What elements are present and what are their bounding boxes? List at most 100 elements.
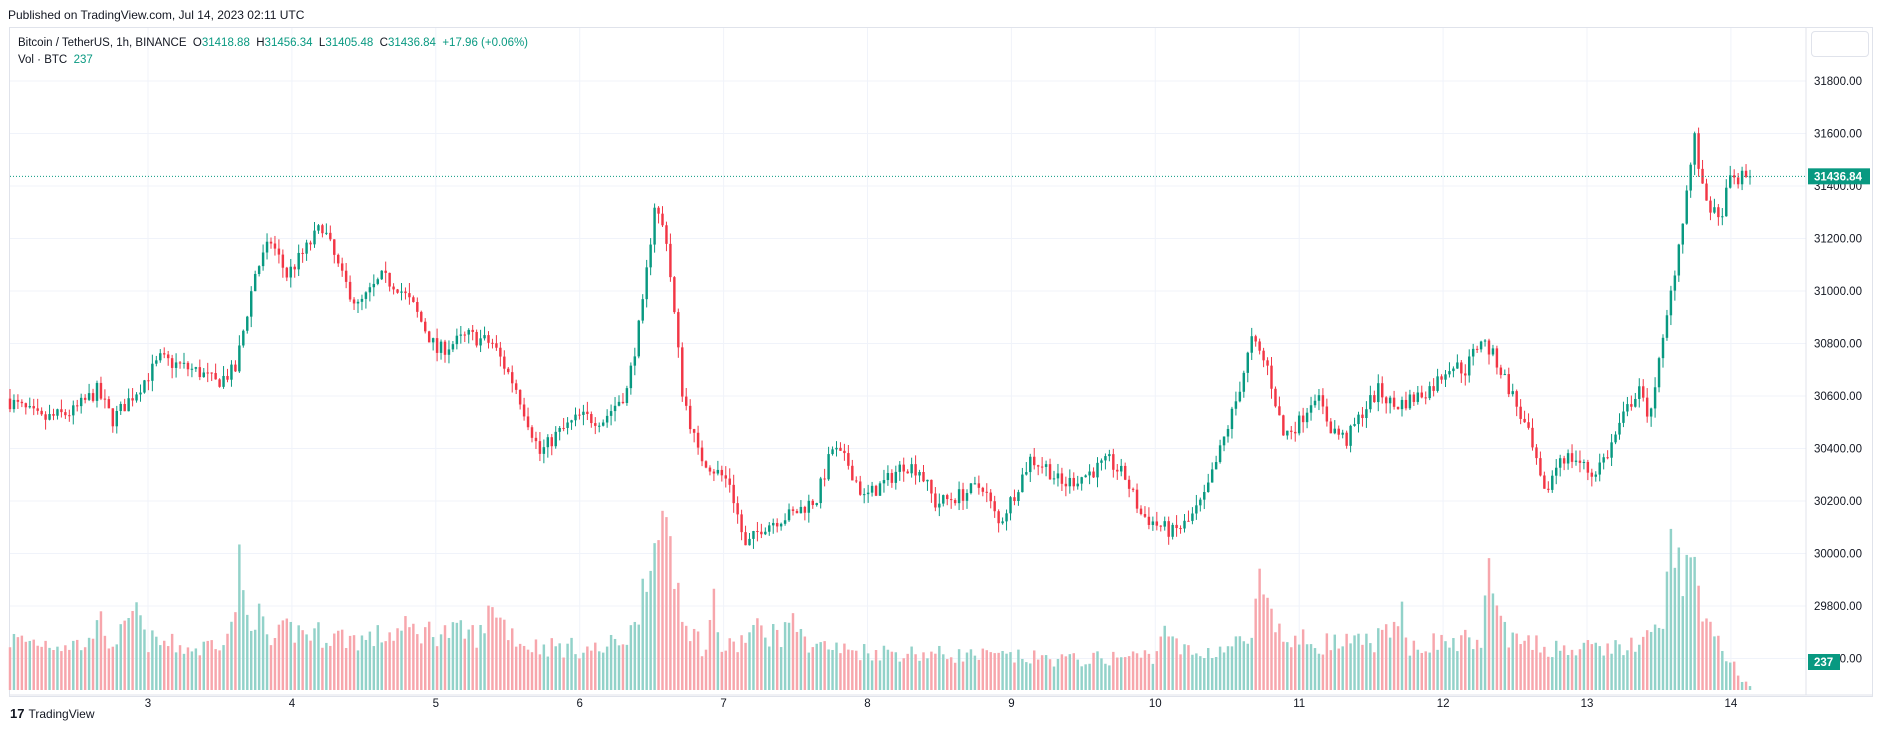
candle-body — [1286, 430, 1289, 436]
candle-body — [159, 353, 162, 361]
volume-bar — [392, 640, 395, 690]
candle-body — [989, 492, 992, 502]
volume-bar — [862, 644, 866, 690]
volume-bar — [839, 653, 842, 690]
volume-bar — [115, 644, 118, 690]
volume-bar — [218, 650, 221, 690]
candle-body — [1586, 461, 1590, 473]
volume-bar — [1744, 681, 1748, 690]
volume-bar — [1076, 659, 1079, 690]
candle-body — [431, 338, 435, 343]
volume-bar — [740, 635, 743, 690]
volume-bar — [451, 622, 455, 690]
volume-bar — [594, 642, 597, 690]
candle-body — [155, 360, 158, 364]
volume-bar — [843, 643, 846, 690]
candle-body — [1487, 340, 1491, 355]
volume-bar — [997, 652, 1000, 690]
candle-body — [1222, 436, 1226, 446]
volume-bar — [293, 642, 296, 690]
candle-body — [16, 399, 20, 402]
chart-settings-button[interactable] — [1811, 31, 1869, 57]
candle-body — [720, 469, 724, 476]
volume-bar — [250, 630, 253, 690]
candle-body — [827, 454, 830, 480]
volume-bar — [388, 632, 391, 690]
volume-bar — [1108, 665, 1111, 690]
candle-body — [384, 270, 387, 273]
volume-bar — [1159, 636, 1162, 690]
volume-bar — [851, 650, 854, 690]
candle-body — [293, 266, 296, 270]
volume-bar — [803, 636, 807, 690]
volume-bar — [1068, 654, 1072, 690]
volume-bar — [1349, 643, 1352, 690]
candle-body — [673, 277, 676, 313]
candle-body — [807, 500, 811, 513]
volume-bar — [40, 646, 43, 690]
volume-bar — [878, 660, 882, 690]
candle-body — [922, 472, 925, 482]
volume-bar — [1365, 633, 1368, 690]
volume-bar — [1673, 567, 1677, 690]
volume-bar — [866, 653, 870, 690]
volume-bar — [847, 649, 850, 690]
candle-body — [1448, 371, 1451, 375]
volume-bar — [1713, 636, 1716, 690]
candle-body — [1112, 454, 1115, 470]
candle-body — [1479, 341, 1483, 350]
volume-bar — [28, 640, 31, 690]
candle-body — [641, 299, 644, 321]
volume-bar — [1539, 652, 1542, 690]
candle-body — [1384, 397, 1388, 404]
volume-bar — [633, 621, 637, 690]
x-tick-label: 7 — [720, 698, 726, 710]
candle-body — [1226, 428, 1230, 437]
candle-body — [491, 342, 494, 344]
candle-body — [400, 291, 403, 293]
candle-body — [1009, 497, 1012, 514]
volume-bar — [376, 625, 379, 690]
candle-body — [1072, 477, 1075, 487]
candle-body — [1626, 404, 1629, 412]
volume-bar — [1653, 624, 1657, 690]
legend-low-label: L — [318, 37, 326, 49]
volume-bar — [1527, 635, 1530, 690]
candle-body — [1725, 187, 1728, 217]
volume-bar — [1412, 640, 1416, 690]
candle-body — [1052, 478, 1056, 480]
candle-body — [1555, 467, 1558, 476]
candle-body — [1329, 421, 1333, 434]
candle-body — [147, 380, 150, 382]
legend-close-label: C — [379, 37, 388, 49]
candle-body — [435, 338, 439, 353]
candle-body — [1353, 424, 1356, 426]
candle-body — [688, 405, 692, 430]
volume-bar — [131, 610, 134, 690]
candle-body — [712, 471, 716, 474]
candle-body — [914, 464, 917, 476]
volume-bar — [1218, 646, 1222, 690]
volume-bar — [1005, 653, 1008, 690]
volume-bar — [1523, 640, 1526, 690]
candle-body — [1305, 412, 1309, 423]
volume-bar — [799, 628, 803, 690]
legend-symbol: Bitcoin / TetherUS, 1h, BINANCE — [18, 37, 187, 49]
candle-body — [613, 405, 617, 412]
candle-body — [831, 449, 834, 455]
footer-brand[interactable]: 17 TradingView — [10, 706, 95, 721]
candle-body — [570, 420, 573, 423]
volume-bar — [744, 642, 747, 690]
candle-body — [633, 356, 637, 366]
volume-bar — [641, 578, 644, 690]
volume-bar — [898, 661, 901, 690]
candle-body — [898, 464, 901, 472]
candle-body — [123, 403, 126, 412]
candle-body — [1705, 183, 1708, 201]
candle-body — [938, 503, 941, 508]
volume-bar — [1475, 639, 1479, 690]
candle-body — [1503, 374, 1507, 376]
x-tick-label: 8 — [864, 698, 870, 710]
candle-body — [961, 489, 965, 501]
